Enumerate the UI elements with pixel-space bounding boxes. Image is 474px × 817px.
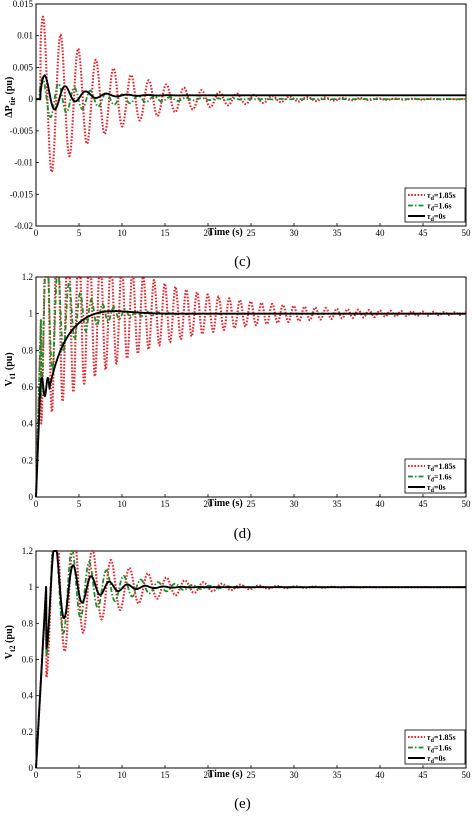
legend-entry: τd=1.85s: [427, 191, 456, 202]
x-tick-label: 30: [290, 770, 300, 780]
y-tick-label: 1: [29, 582, 34, 592]
x-tick-label: 45: [419, 770, 429, 780]
x-tick-label: 35: [333, 499, 343, 509]
x-tick-label: 30: [290, 228, 300, 238]
x-tick-label: 30: [290, 499, 300, 509]
legend-entry: τd=1.85s: [427, 733, 456, 744]
x-tick-label: 20: [204, 228, 214, 238]
y-tick-label: 0.015: [13, 0, 34, 9]
x-tick-label: 35: [333, 228, 343, 238]
chart-panel-2: 0 5 10 15 20 25 30 35 40 45 50 0 0.2 0.4 0.6 0.8 1 1.2 Tim…: [4, 546, 471, 812]
legend-entry: τd=1.6s: [427, 473, 452, 484]
y-tick-label: 0.8: [22, 618, 34, 628]
legend-entry: τd=1.6s: [427, 744, 452, 755]
panel-label: (c): [234, 254, 251, 270]
legend-entry: τd=0s: [427, 212, 446, 223]
x-tick-label: 25: [247, 228, 257, 238]
series-line-2: [35, 550, 467, 769]
y-axis-label: ΔPtie (pu): [4, 77, 17, 118]
y-tick-label: 0.005: [13, 62, 34, 72]
y-axis-label: Vt2 (pu): [4, 625, 17, 659]
y-tick-label: -0.01: [14, 158, 33, 168]
legend-entry: τd=1.85s: [427, 462, 456, 473]
x-tick-label: 45: [419, 499, 429, 509]
y-tick-label: 0: [29, 94, 34, 104]
panel-label: (e): [234, 796, 251, 812]
y-tick-label: 0.8: [22, 345, 34, 355]
y-axis-label: Vt1 (pu): [4, 352, 17, 386]
x-tick-label: 0: [34, 770, 39, 780]
y-tick-label: 1.2: [22, 546, 33, 556]
panel-label: (d): [234, 526, 252, 542]
x-tick-label: 40: [376, 228, 386, 238]
series-line-0: [35, 15, 467, 174]
plot-area: [35, 550, 467, 769]
x-tick-label: 25: [247, 770, 257, 780]
y-tick-label: -0.005: [10, 126, 34, 136]
chart-panel-1: 0 5 10 15 20 25 30 35 40 45 50 0 0.2 0.4 0.6 0.8 1 1.2 Tim…: [4, 272, 471, 542]
legend-entry: τd=1.6s: [427, 202, 452, 213]
y-tick-label: 1: [29, 309, 34, 319]
series-line-2: [35, 310, 467, 498]
x-tick-label: 50: [462, 770, 472, 780]
x-tick-label: 5: [77, 770, 82, 780]
chart-panel-0: 0 5 10 15 20 25 30 35 40 45 50 -0.02 -0.015 -0.01 -0.0…: [4, 0, 471, 270]
x-tick-label: 25: [247, 499, 257, 509]
plot-area: [35, 3, 467, 227]
x-tick-label: 10: [118, 770, 128, 780]
x-tick-label: 35: [333, 770, 343, 780]
series-line-2: [35, 74, 467, 111]
legend-entry: τd=0s: [427, 483, 446, 494]
legend-entry: τd=0s: [427, 754, 446, 765]
series-line-0: [34, 549, 467, 769]
y-tick-label: -0.02: [14, 221, 33, 231]
x-tick-label: 20: [204, 499, 214, 509]
y-tick-label: 0.6: [22, 655, 34, 665]
y-tick-label: 0: [29, 763, 34, 773]
y-tick-label: 0.4: [22, 419, 34, 429]
y-tick-label: 0.01: [17, 31, 33, 41]
x-axis-label: Time (s): [208, 498, 243, 509]
series-line-0: [34, 275, 467, 498]
x-axis-label: Time (s): [208, 769, 243, 780]
x-axis-label: Time (s): [208, 227, 243, 238]
y-tick-label: 0: [29, 492, 34, 502]
y-tick-label: 0.2: [22, 727, 33, 737]
y-tick-label: 0.6: [22, 382, 34, 392]
x-tick-label: 50: [462, 228, 472, 238]
y-tick-label: 0.4: [22, 691, 34, 701]
x-tick-label: 50: [462, 499, 472, 509]
x-tick-label: 45: [419, 228, 429, 238]
y-tick-label: 1.2: [22, 272, 33, 282]
x-tick-label: 20: [204, 770, 214, 780]
x-tick-label: 5: [77, 228, 82, 238]
x-tick-label: 40: [376, 770, 386, 780]
x-tick-label: 15: [161, 770, 171, 780]
x-tick-label: 10: [118, 499, 128, 509]
x-tick-label: 15: [161, 499, 171, 509]
y-tick-label: -0.015: [10, 189, 34, 199]
x-tick-label: 5: [77, 499, 82, 509]
x-tick-label: 0: [34, 228, 39, 238]
x-tick-label: 40: [376, 499, 386, 509]
x-tick-label: 10: [118, 228, 128, 238]
x-tick-label: 0: [34, 499, 39, 509]
y-tick-label: 0.2: [22, 455, 33, 465]
x-tick-label: 15: [161, 228, 171, 238]
